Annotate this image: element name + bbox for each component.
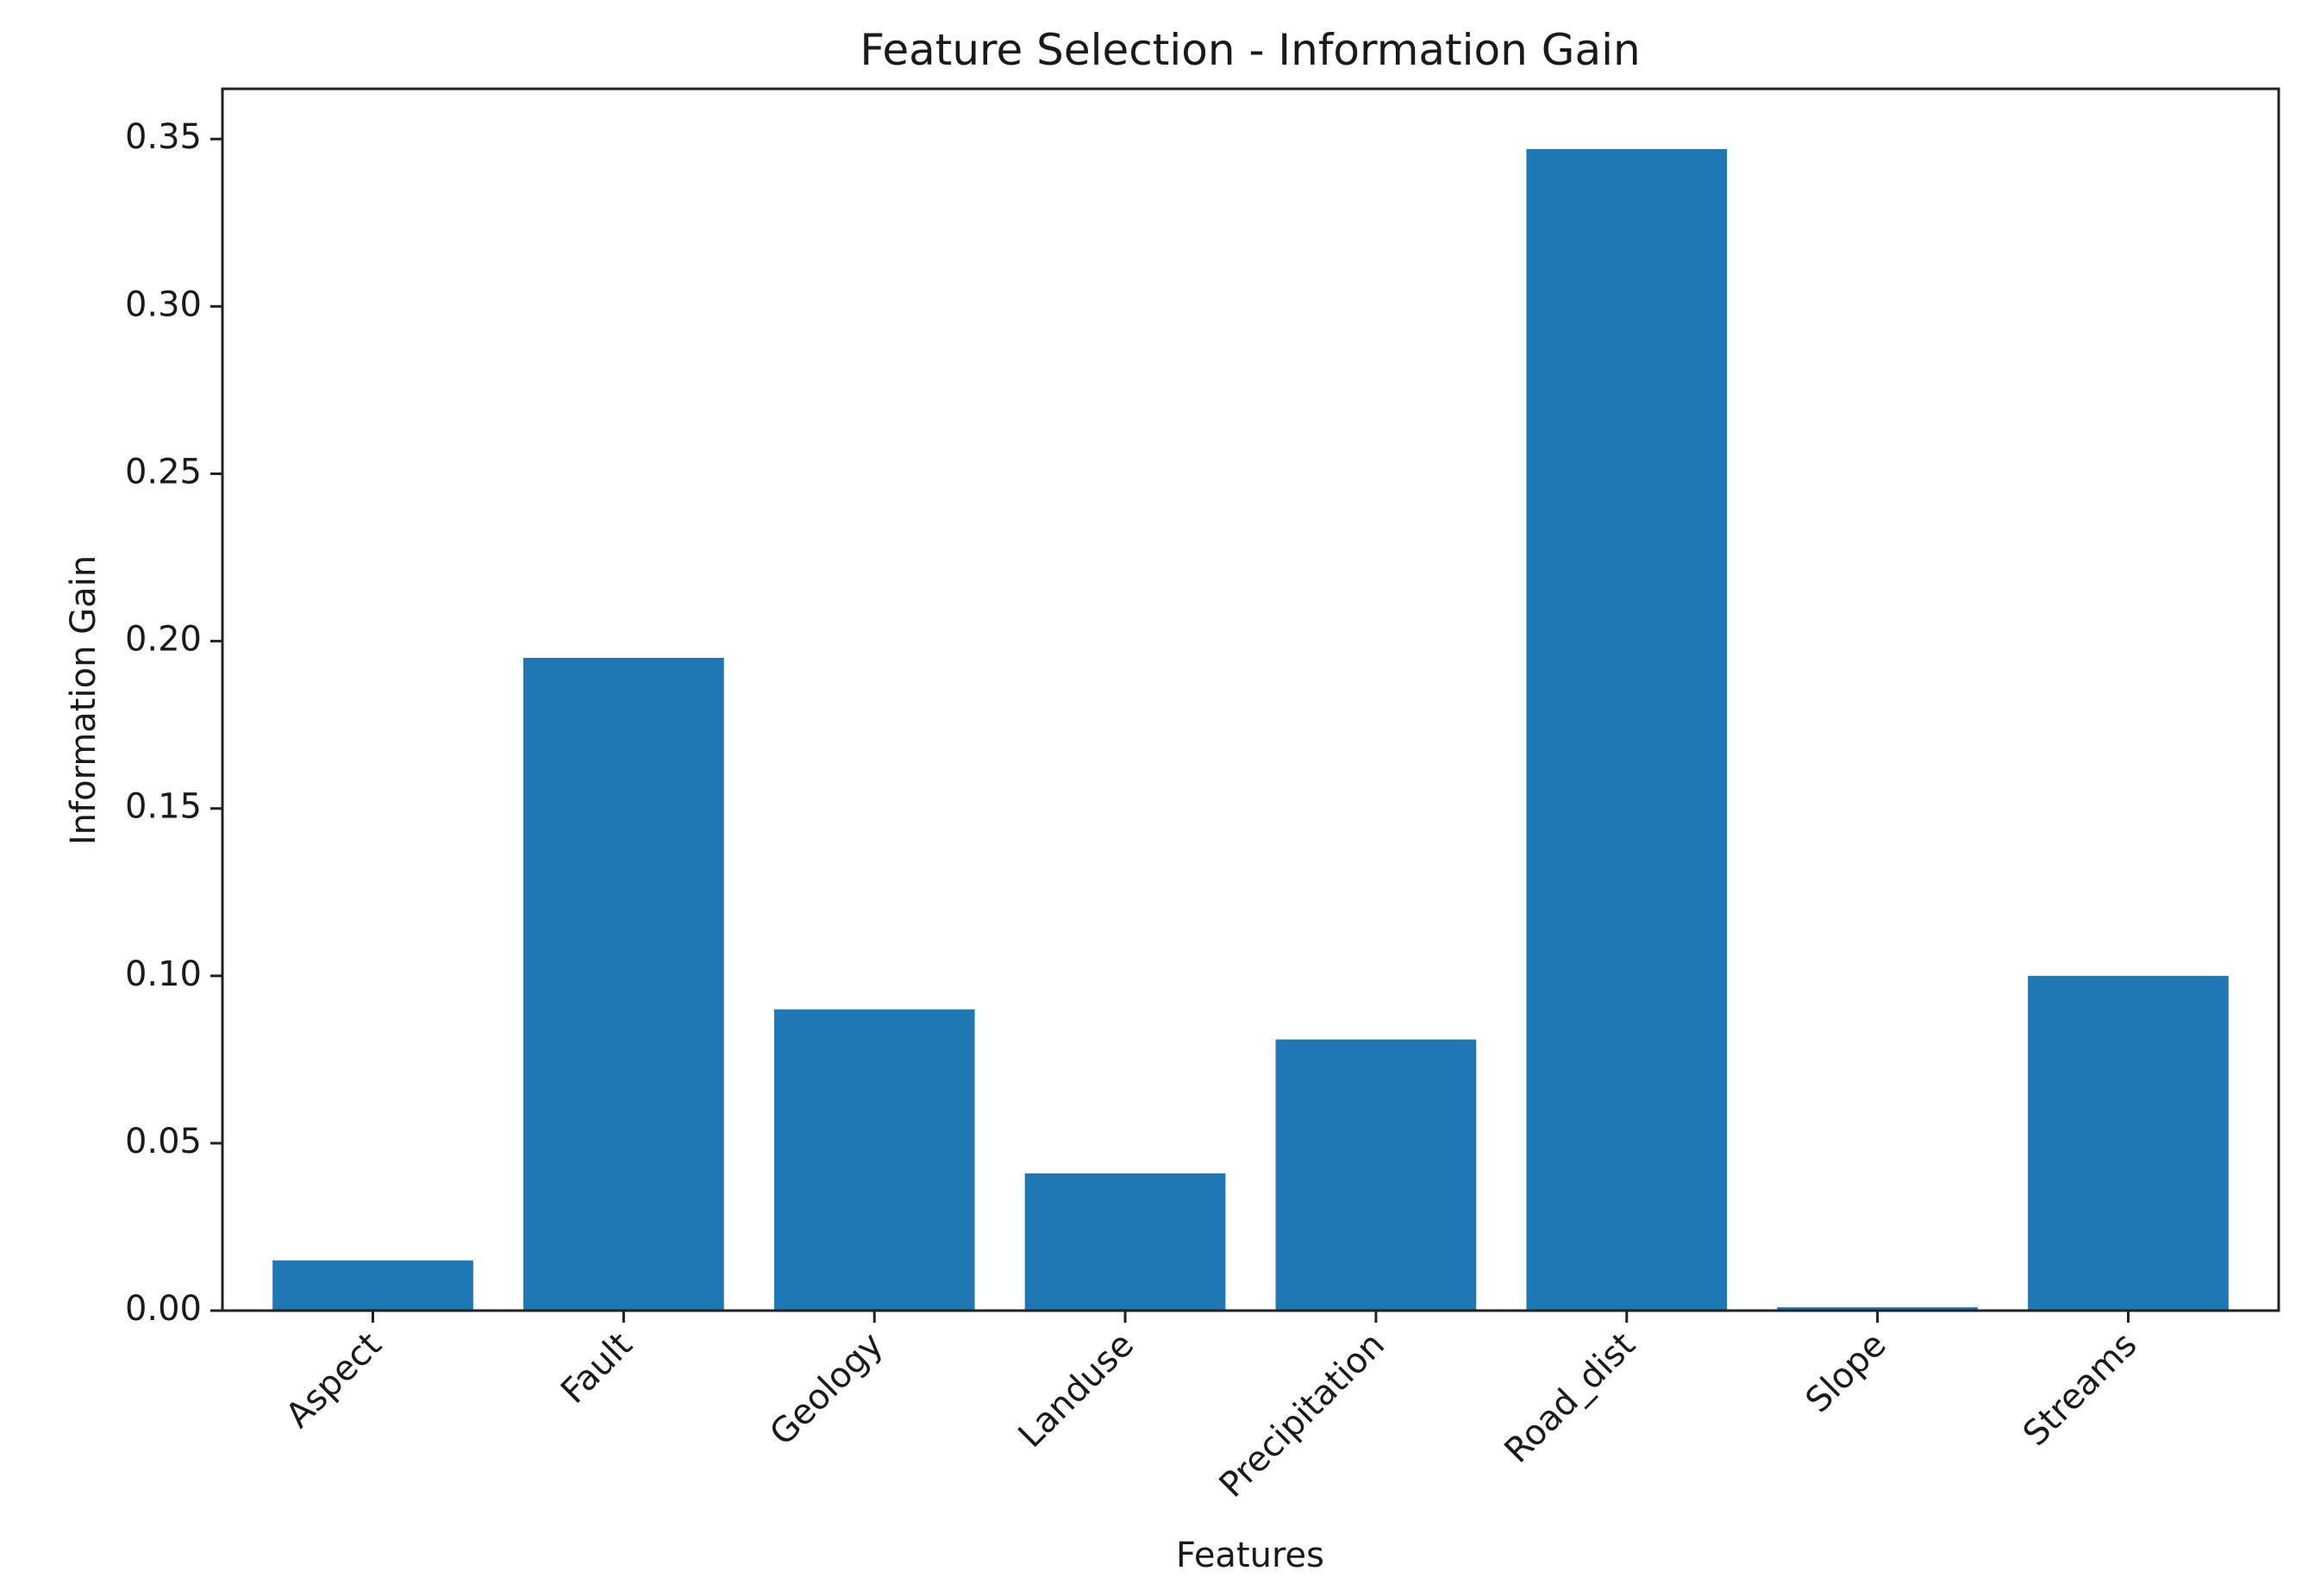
x-tick-label: Streams — [2016, 1325, 2145, 1455]
y-tick-label: 0.30 — [125, 285, 202, 324]
bar-fault — [523, 657, 724, 1311]
plot-frame — [221, 87, 2280, 1312]
y-tick-label: 0.10 — [125, 954, 202, 994]
bar-road-dist — [1526, 148, 1728, 1311]
bar-geology — [773, 1009, 975, 1311]
bar-streams — [2028, 975, 2229, 1311]
bar-aspect — [272, 1260, 473, 1311]
x-tick-label: Geology — [762, 1325, 891, 1454]
x-axis-label: Features — [1176, 1536, 1324, 1575]
bar-landuse — [1024, 1173, 1226, 1311]
y-tick-label: 0.25 — [125, 452, 202, 491]
x-tick-label: Road_dist — [1498, 1325, 1643, 1471]
y-tick-label: 0.05 — [125, 1122, 202, 1161]
y-tick-label: 0.35 — [125, 117, 202, 157]
chart-title: Feature Selection - Information Gain — [860, 25, 1640, 75]
bar-precipitation — [1275, 1039, 1477, 1311]
x-tick-label: Landuse — [1011, 1325, 1142, 1456]
y-axis-label: Information Gain — [64, 555, 103, 845]
y-tick-label: 0.15 — [125, 787, 202, 827]
x-tick-label: Slope — [1798, 1325, 1894, 1421]
y-tick-label: 0.20 — [125, 620, 202, 660]
x-axis-ticks: Aspect Fault Geology Landuse Precipitation Ro… — [278, 1311, 2145, 1505]
y-axis-ticks: 0.00 0.05 0.10 0.15 0.20 0.25 0.30 0.35 — [125, 117, 222, 1329]
bar-slope — [1777, 1307, 1978, 1311]
x-tick-label: Precipitation — [1212, 1325, 1392, 1505]
x-tick-label: Fault — [554, 1325, 640, 1411]
y-tick-label: 0.00 — [125, 1289, 202, 1329]
x-tick-label: Aspect — [278, 1325, 390, 1436]
bars-group — [272, 148, 2229, 1311]
